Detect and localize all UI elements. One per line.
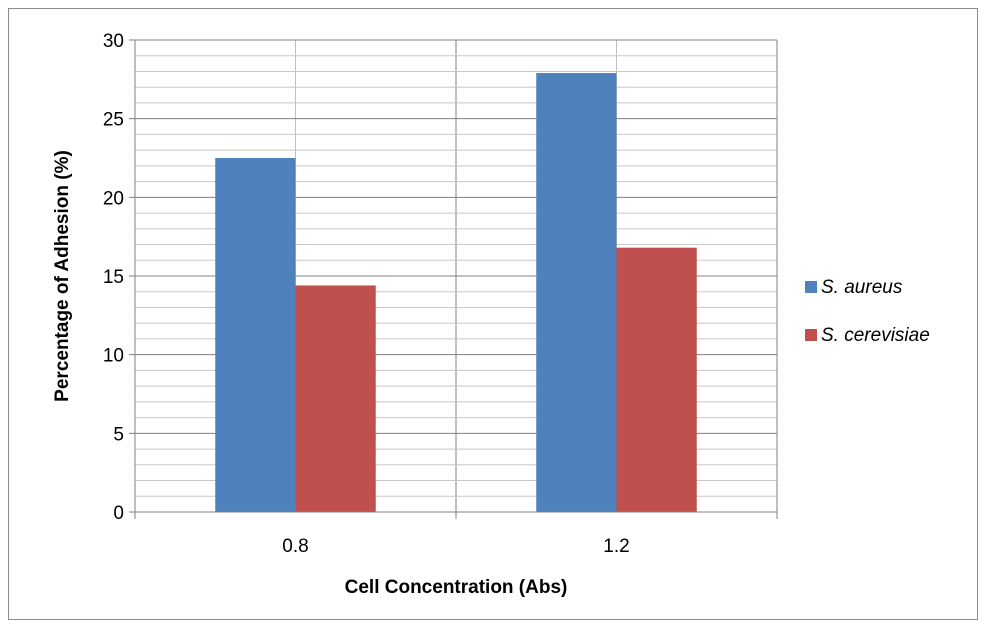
y-tick-label: 15 bbox=[103, 267, 124, 288]
chart-frame bbox=[8, 8, 978, 620]
legend-label: S. aureus bbox=[821, 277, 903, 298]
y-tick-label: 25 bbox=[103, 110, 124, 131]
axes bbox=[129, 39, 778, 519]
y-tick-label: 10 bbox=[103, 346, 124, 367]
legend-swatch bbox=[805, 281, 817, 293]
legend-item: S. cerevisiae bbox=[805, 325, 930, 346]
legend-label: S. cerevisiae bbox=[821, 325, 930, 346]
y-tick-label: 20 bbox=[103, 188, 124, 209]
bar-s-aureus-1-2 bbox=[536, 73, 617, 512]
y-tick-label: 0 bbox=[113, 503, 124, 524]
y-tick-label: 30 bbox=[103, 31, 124, 52]
bar-s-cerevisiae-0-8 bbox=[295, 285, 376, 512]
bar-s-cerevisiae-1-2 bbox=[616, 247, 697, 512]
x-axis-title: Cell Concentration (Abs) bbox=[345, 577, 568, 598]
y-axis-title: Percentage of Adhesion (%) bbox=[52, 150, 73, 402]
x-tick-label: 1.2 bbox=[603, 536, 629, 557]
y-tick-label: 5 bbox=[113, 424, 124, 445]
legend-swatch bbox=[805, 329, 817, 341]
x-tick-label: 0.8 bbox=[282, 536, 308, 557]
bars bbox=[215, 73, 697, 512]
tick-labels: 0 5 10 15 20 25 30 0.8 1.2 bbox=[103, 31, 630, 557]
legend: S. aureus S. cerevisiae bbox=[805, 277, 930, 346]
bar-s-aureus-0-8 bbox=[215, 158, 296, 512]
legend-item: S. aureus bbox=[805, 277, 903, 298]
